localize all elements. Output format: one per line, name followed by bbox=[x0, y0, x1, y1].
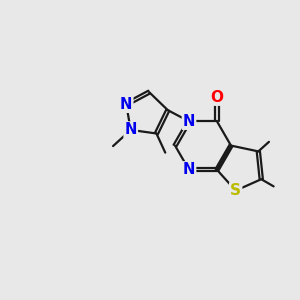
Text: S: S bbox=[230, 183, 241, 198]
Text: N: N bbox=[183, 162, 195, 177]
Text: N: N bbox=[183, 114, 195, 129]
Text: N: N bbox=[120, 97, 132, 112]
Text: O: O bbox=[211, 90, 224, 105]
Text: N: N bbox=[124, 122, 137, 137]
